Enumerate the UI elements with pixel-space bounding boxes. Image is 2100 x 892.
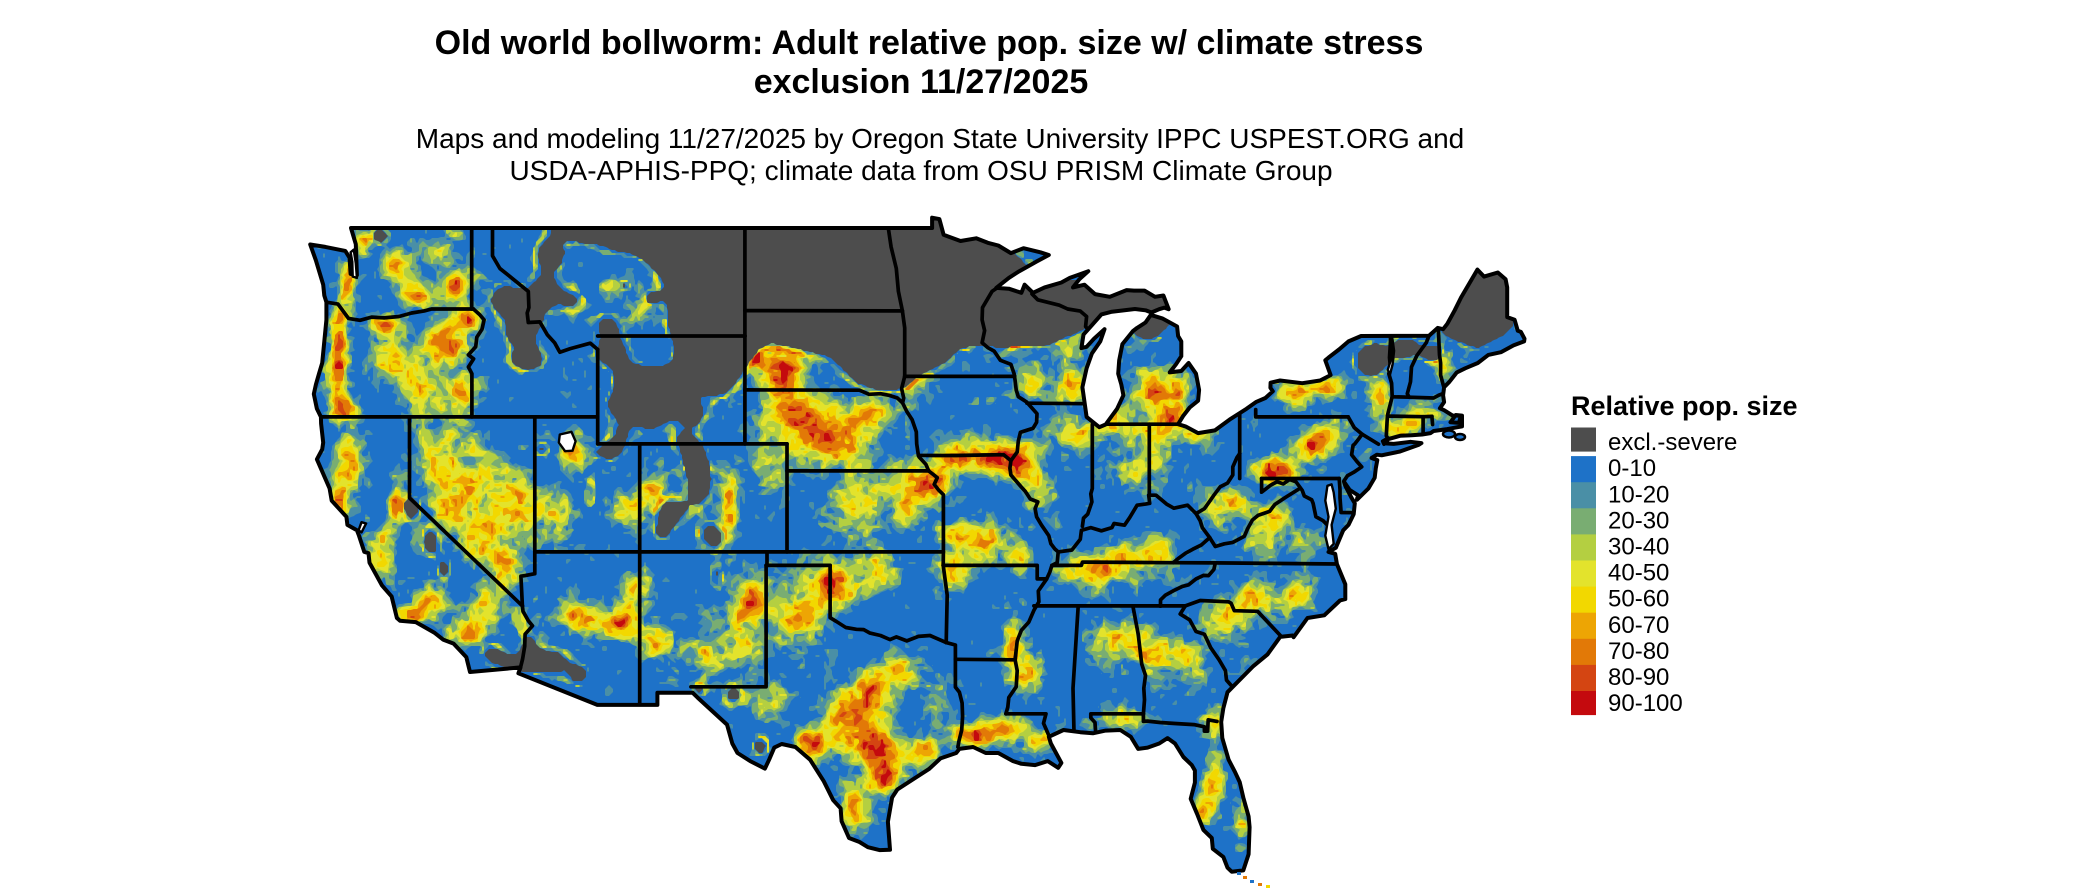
- svg-text:Relative pop. size: Relative pop. size: [1571, 391, 1798, 421]
- svg-text:20-30: 20-30: [1608, 507, 1669, 534]
- svg-text:70-80: 70-80: [1608, 638, 1669, 665]
- svg-text:USDA-APHIS-PPQ; climate data f: USDA-APHIS-PPQ; climate data from OSU PR…: [509, 155, 1332, 186]
- svg-text:Old world bollworm: Adult rela: Old world bollworm: Adult relative pop. …: [435, 24, 1424, 62]
- svg-text:excl.-severe: excl.-severe: [1608, 429, 1737, 456]
- svg-text:40-50: 40-50: [1608, 560, 1669, 587]
- svg-text:exclusion 11/27/2025: exclusion 11/27/2025: [754, 63, 1089, 101]
- svg-text:60-70: 60-70: [1608, 612, 1669, 639]
- svg-text:0-10: 0-10: [1608, 455, 1656, 482]
- svg-text:80-90: 80-90: [1608, 664, 1669, 691]
- svg-text:50-60: 50-60: [1608, 586, 1669, 613]
- svg-text:90-100: 90-100: [1608, 690, 1683, 717]
- svg-text:30-40: 30-40: [1608, 534, 1669, 561]
- svg-text:Maps and modeling 11/27/2025 b: Maps and modeling 11/27/2025 by Oregon S…: [416, 123, 1464, 154]
- svg-text:10-20: 10-20: [1608, 481, 1669, 508]
